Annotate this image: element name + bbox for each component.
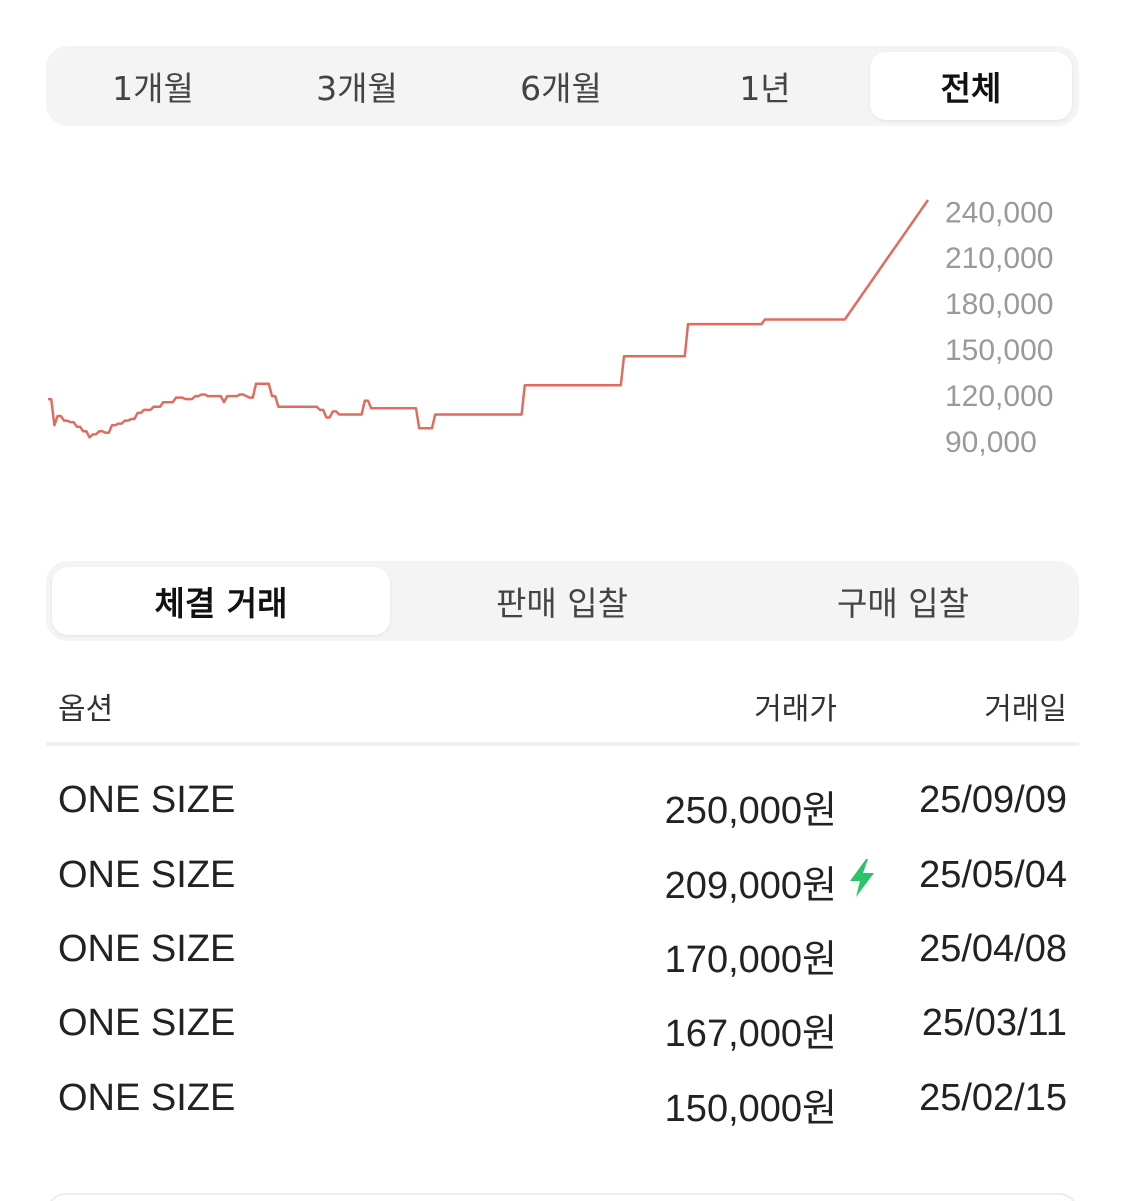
table-row: ONE SIZE 167,000원 25/03/11 — [46, 988, 1079, 1062]
period-tab-1-month[interactable]: 1개월 — [112, 69, 194, 108]
row-price: 209,000원 — [664, 865, 837, 907]
header-price: 거래가 — [754, 692, 837, 727]
header-date: 거래일 — [984, 692, 1067, 727]
y-tick-label: 210,000 — [945, 242, 1053, 275]
row-date: 25/02/15 — [919, 1077, 1067, 1119]
header-option: 옵션 — [58, 692, 114, 727]
row-date: 25/05/04 — [919, 854, 1067, 896]
y-axis-ticks: 240,000 210,000 180,000 150,000 120,000 90,00… — [945, 196, 1053, 459]
row-date: 25/03/11 — [921, 1002, 1067, 1044]
period-tab-6-months[interactable]: 6개월 — [520, 69, 602, 108]
period-selector: 1개월 3개월 6개월 1년 전체 — [46, 46, 1079, 126]
y-tick-label: 180,000 — [945, 288, 1053, 321]
row-option: ONE SIZE — [58, 779, 236, 821]
period-tab-all[interactable]: 전체 — [870, 52, 1072, 120]
row-date: 25/09/09 — [919, 779, 1067, 821]
row-price: 250,000원 — [664, 790, 837, 832]
tab-completed-trades[interactable]: 체결 거래 — [52, 567, 390, 635]
table-row: ONE SIZE 250,000원 25/09/09 — [46, 765, 1079, 839]
y-tick-label: 240,000 — [945, 196, 1053, 229]
price-chart: 240,000 210,000 180,000 150,000 120,000 90,00… — [48, 196, 1053, 459]
price-line — [48, 199, 930, 439]
tab-sell-bids[interactable]: 판매 입찰 — [496, 584, 628, 623]
y-tick-label: 150,000 — [945, 334, 1053, 367]
period-tab-1-year[interactable]: 1년 — [739, 69, 791, 108]
row-price: 170,000원 — [664, 939, 837, 981]
table-row: ONE SIZE 150,000원 25/02/15 — [46, 1063, 1079, 1137]
row-price: 150,000원 — [664, 1088, 837, 1130]
row-price: 167,000원 — [664, 1013, 837, 1055]
next-section-edge — [46, 1193, 1079, 1201]
row-option: ONE SIZE — [58, 854, 236, 896]
y-tick-label: 120,000 — [945, 380, 1053, 413]
trade-table-header: 옵션 거래가 거래일 — [46, 670, 1079, 742]
tab-buy-bids[interactable]: 구매 입찰 — [837, 584, 969, 623]
table-row: ONE SIZE 170,000원 25/04/08 — [46, 914, 1079, 988]
table-row: ONE SIZE 209,000원 25/05/04 — [46, 840, 1079, 914]
row-date: 25/04/08 — [919, 928, 1067, 970]
row-option: ONE SIZE — [58, 1002, 236, 1044]
period-tab-3-months[interactable]: 3개월 — [316, 69, 398, 108]
header-divider — [46, 742, 1079, 746]
y-tick-label: 90,000 — [945, 426, 1037, 459]
trade-type-selector: 체결 거래 판매 입찰 구매 입찰 — [46, 561, 1079, 641]
lightning-bolt-icon — [850, 859, 874, 897]
row-option: ONE SIZE — [58, 1077, 236, 1119]
row-option: ONE SIZE — [58, 928, 236, 970]
